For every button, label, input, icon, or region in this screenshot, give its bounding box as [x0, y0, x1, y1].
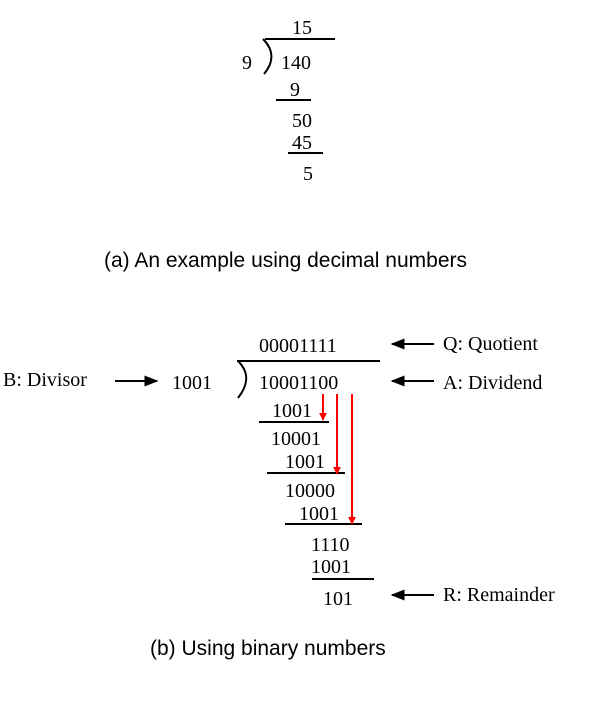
binary-quotient-bar: [237, 360, 380, 362]
binary-dividend: 10001100: [259, 372, 339, 394]
decimal-division-bracket: [262, 38, 273, 75]
binary-caption: (b) Using binary numbers: [150, 637, 386, 660]
binary-step-7: 1001: [311, 556, 351, 578]
binary-division-bracket: [237, 360, 248, 399]
decimal-rule-2: [288, 152, 323, 154]
decimal-step-1: 9: [290, 79, 300, 101]
binary-rule-1: [259, 421, 329, 423]
binary-quotient: 00001111: [259, 335, 337, 357]
binary-step-3: 1001: [285, 451, 325, 473]
decimal-remainder: 5: [303, 163, 313, 185]
decimal-step-3: 45: [292, 132, 312, 154]
decimal-step-2: 50: [292, 110, 312, 132]
binary-step-5: 1001: [299, 503, 339, 525]
binary-step-4: 10000: [285, 480, 335, 502]
binary-step-2: 10001: [271, 428, 321, 450]
decimal-dividend: 140: [281, 52, 311, 74]
decimal-rule-1: [276, 99, 311, 101]
remainder-label: R: Remainder: [443, 584, 555, 606]
decimal-caption: (a) An example using decimal numbers: [104, 249, 468, 272]
binary-rule-3: [285, 523, 362, 525]
divisor-label: B: Divisor: [3, 369, 87, 391]
binary-step-6: 1110: [311, 534, 350, 556]
decimal-quotient: 15: [292, 17, 312, 39]
binary-rule-4: [312, 578, 374, 580]
binary-step-1: 1001: [272, 400, 312, 422]
binary-divisor: 1001: [172, 372, 212, 394]
decimal-divisor: 9: [242, 52, 252, 74]
decimal-quotient-bar: [265, 38, 335, 40]
binary-rule-2: [267, 472, 345, 474]
dividend-label: A: Dividend: [443, 372, 543, 394]
quotient-label: Q: Quotient: [443, 333, 538, 355]
binary-remainder: 101: [323, 588, 353, 610]
